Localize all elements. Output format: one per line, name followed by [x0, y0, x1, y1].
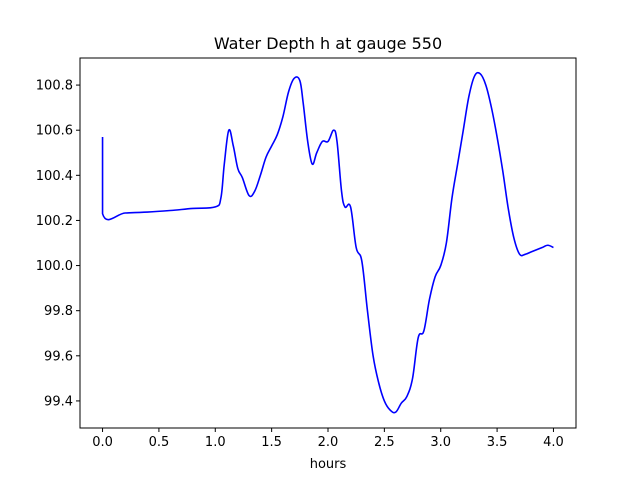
series-layer: [101, 71, 554, 414]
x-tick-label: 2.0: [318, 435, 339, 450]
y-tick-label: 99.6: [44, 349, 73, 364]
x-axis-ticks: 0.0 0.5 1.0 1.5 2.0 2.5 3.0 3.5 4.0: [92, 428, 564, 450]
x-tick-label: 3.5: [487, 435, 508, 450]
y-tick-label: 99.8: [44, 304, 73, 319]
y-tick-label: 99.4: [44, 394, 73, 409]
y-axis-ticks: 99.4 99.6 99.8 100.0 100.2 100.4 100.6 100.8: [36, 79, 80, 409]
x-tick-label: 1.0: [205, 435, 226, 450]
x-tick-label: 0.5: [149, 435, 170, 450]
x-tick-label: 0.0: [92, 435, 113, 450]
y-tick-label: 100.0: [36, 259, 73, 274]
x-tick-label: 2.5: [374, 435, 395, 450]
x-tick-label: 4.0: [543, 435, 564, 450]
series-line-0: [101, 71, 554, 414]
y-tick-label: 100.6: [36, 124, 73, 139]
y-tick-label: 100.8: [36, 79, 73, 94]
x-tick-label: 3.0: [430, 435, 451, 450]
x-tick-label: 1.5: [261, 435, 282, 450]
y-tick-label: 100.4: [36, 169, 73, 184]
x-axis-label: hours: [310, 457, 347, 472]
chart-title: Water Depth h at gauge 550: [214, 34, 442, 53]
y-tick-label: 100.2: [36, 214, 73, 229]
